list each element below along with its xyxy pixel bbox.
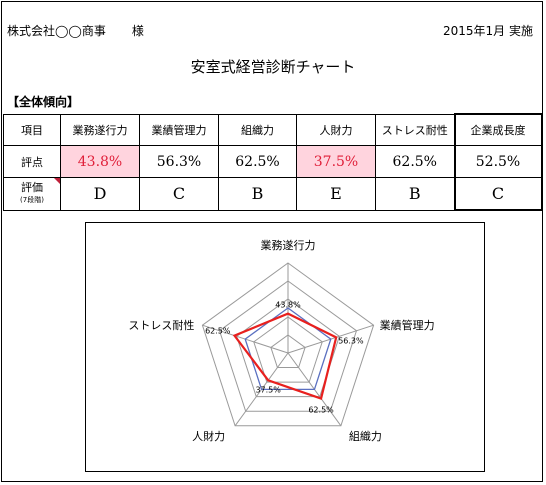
header-cell: 組織力	[218, 113, 297, 146]
row-label-rating: 評価 (7段階)	[3, 177, 61, 211]
data-label: 43.8%	[275, 301, 301, 310]
client-name: 株式会社◯◯商事 様	[7, 22, 144, 39]
data-label: 37.5%	[255, 385, 281, 394]
comment-flag-icon	[54, 178, 60, 184]
row-label-item: 項目	[3, 113, 61, 146]
header-cell-growth: 企業成長度	[453, 113, 543, 146]
honorific: 様	[131, 24, 144, 38]
radar-chart-box: 業務遂行力業績管理力組織力 人財力 ストレス耐性 43.8% 56.3% 62.5% 37.…	[85, 222, 485, 472]
table-row-scores: 評点 43.8% 56.3% 62.5% 37.5% 62.5% 52.5%	[3, 145, 543, 178]
rating-label: 評価	[21, 180, 43, 194]
series-line	[232, 312, 338, 400]
score-cell: 37.5%	[296, 145, 376, 178]
grid-ring	[253, 316, 323, 383]
header-cell: 業績管理力	[139, 113, 219, 146]
grid-ring	[201, 262, 375, 427]
grade-cell: E	[296, 177, 376, 211]
grade-cell: C	[139, 177, 219, 211]
axis-label: 人財力	[192, 429, 225, 443]
score-cell-growth: 52.5%	[453, 145, 543, 178]
table-row-items: 項目 業務遂行力 業績管理力 組織力 人財力 ストレス耐性 企業成長度	[3, 113, 543, 146]
grid-ring	[218, 280, 358, 412]
company-name: 株式会社◯◯商事	[7, 24, 106, 38]
grid-ring	[270, 334, 306, 369]
data-label: 56.3%	[338, 336, 364, 345]
section-label: 【全体傾向】	[7, 95, 80, 109]
grade-cell: B	[375, 177, 455, 211]
axis-label: 業務遂行力	[261, 238, 316, 252]
data-label: 62.5%	[205, 327, 231, 336]
data-label: 62.5%	[308, 406, 334, 415]
header-cell: 人財力	[296, 113, 376, 146]
rating-scale-note: (7段階)	[20, 195, 44, 204]
series-line	[244, 307, 332, 391]
axis-label: 組織力	[349, 430, 382, 443]
summary-table: 項目 業務遂行力 業績管理力 組織力 人財力 ストレス耐性 企業成長度 評点 4…	[3, 113, 543, 211]
axis-label: ストレス耐性	[128, 318, 194, 332]
score-cell: 43.8%	[60, 145, 140, 178]
survey-date: 2015年1月 実施	[443, 24, 533, 38]
header-cell: 業務遂行力	[60, 113, 140, 146]
score-cell: 62.5%	[218, 145, 297, 178]
row-label-score: 評点	[3, 145, 61, 178]
score-cell: 56.3%	[139, 145, 219, 178]
grade-cell: B	[218, 177, 297, 211]
page-title: 安室式経営診断チャート	[190, 58, 356, 76]
header-cell: ストレス耐性	[375, 113, 455, 146]
score-cell: 62.5%	[375, 145, 455, 178]
table-row-grades: 評価 (7段階) D C B E B C	[3, 177, 543, 211]
grade-cell: D	[60, 177, 140, 211]
grade-cell-growth: C	[453, 177, 543, 211]
axis-label: 業績管理力	[380, 318, 435, 332]
